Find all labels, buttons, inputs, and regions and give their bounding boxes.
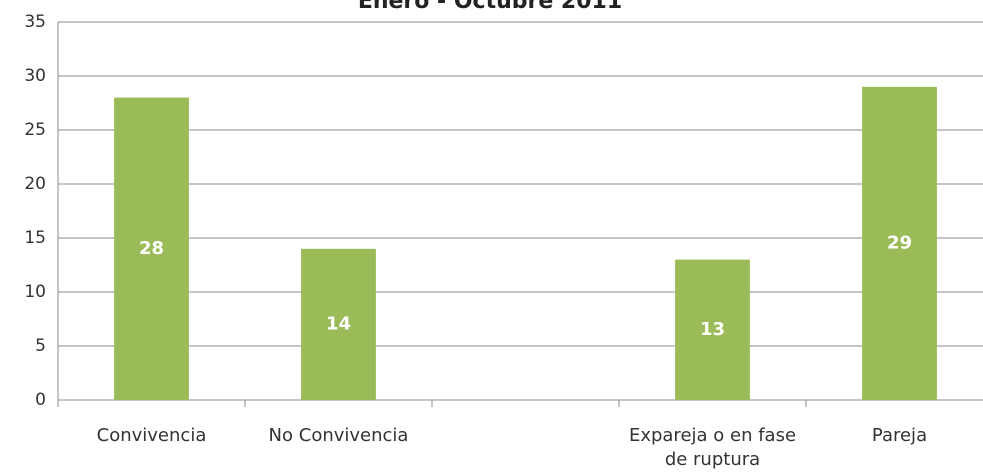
chart-title: Enero - Octubre 2011	[358, 0, 622, 14]
y-tick-label: 20	[24, 174, 46, 194]
x-tick-label: Pareja	[871, 425, 928, 446]
data-label: 28	[139, 238, 164, 259]
y-tick-label: 0	[35, 390, 46, 410]
y-tick-label: 15	[24, 228, 46, 248]
bar	[675, 259, 750, 400]
bar	[114, 97, 189, 400]
y-tick-label: 35	[24, 12, 46, 32]
y-tick-label: 10	[24, 282, 46, 302]
x-tick-label: No Convivencia	[268, 425, 409, 446]
x-tick-label: Expareja o en fase de ruptura	[628, 425, 797, 470]
data-label: 13	[700, 319, 725, 340]
data-label: 29	[887, 232, 912, 253]
bar	[301, 248, 376, 400]
y-tick-label: 25	[24, 120, 46, 140]
bar	[862, 86, 937, 401]
y-tick-label: 5	[35, 336, 46, 356]
y-tick-label: 30	[24, 66, 46, 86]
data-label: 14	[326, 313, 351, 334]
x-tick-label: Convivencia	[96, 425, 207, 446]
